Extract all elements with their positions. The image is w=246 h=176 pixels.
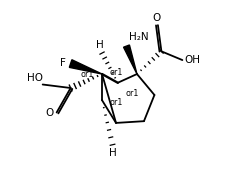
Text: F: F bbox=[60, 58, 66, 68]
Text: or1: or1 bbox=[126, 89, 139, 98]
Text: or1: or1 bbox=[109, 68, 123, 77]
Text: OH: OH bbox=[184, 55, 200, 65]
Polygon shape bbox=[69, 60, 102, 74]
Text: HO: HO bbox=[27, 73, 43, 83]
Text: or1: or1 bbox=[80, 70, 94, 79]
Text: O: O bbox=[46, 108, 54, 118]
Text: or1: or1 bbox=[109, 98, 123, 107]
Text: H: H bbox=[109, 148, 116, 158]
Text: H: H bbox=[96, 40, 104, 50]
Polygon shape bbox=[123, 45, 137, 74]
Text: O: O bbox=[152, 12, 160, 23]
Text: H₂N: H₂N bbox=[129, 32, 149, 42]
